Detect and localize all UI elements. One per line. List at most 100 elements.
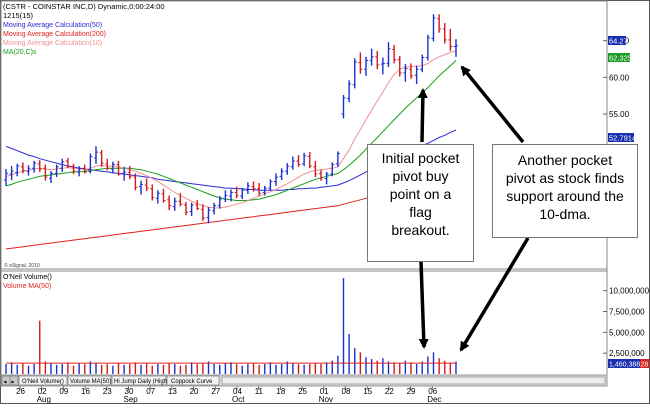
price-bar [4,169,8,186]
price-bar [335,151,340,167]
volume-tick-label: 5,000,000 [609,328,645,337]
tab-scroll-left[interactable]: ◂ [1,375,11,386]
price-bar [127,166,132,180]
month-label: Dec [427,395,441,404]
price-bar [290,156,295,170]
svg-text:Hi Jump Daily (High): Hi Jump Daily (High) [114,379,169,385]
callout-right-line-2: pivot as stock finds [505,170,625,186]
price-tick-label: 60.00 [609,73,630,82]
ma10-line [5,50,457,209]
price-bar [454,39,458,57]
price-bar [77,166,82,177]
date-tick-label: 30 [125,387,134,396]
price-bar [347,80,352,103]
date-axis: 26 02 09 16 23 30 07 13 20 27 04 11 18 25 01 08 15 22 29 06… [16,386,442,404]
price-bar [49,171,53,183]
arrow-to-breakout-volume [418,261,429,349]
callout-another-pocket-pivot: Another pocket pivot as stock finds supp… [492,144,638,238]
price-bar [240,188,245,200]
price-bar [403,64,408,82]
price-bar [88,153,93,174]
price-bar [431,14,436,42]
price-bars [4,14,458,224]
price-bar [155,190,160,204]
volume-tick-label: 7,500,000 [609,308,645,317]
price-bar [392,45,397,64]
price-bar [110,161,115,174]
date-tick-label: 29 [407,387,416,396]
price-bar [94,146,98,164]
date-tick-label: 08 [342,387,351,396]
price-bar [184,202,188,216]
price-bar [285,163,290,175]
horizontal-scrollbar[interactable] [221,376,606,385]
copyright: © eSignal, 2010 [4,262,40,269]
callout-left-line-5: breakout. [391,222,450,238]
price-bar [32,160,37,173]
date-tick-label: 27 [211,387,220,396]
tab-hi-jump-daily[interactable]: Hi Jump Daily (High) [111,375,169,386]
date-tick-label: 07 [146,387,155,396]
tab-scroll-right[interactable]: ▸ [9,375,19,386]
tab-oneil-volume[interactable]: O'Neil Volume() [18,375,68,386]
price-bar [133,173,138,191]
ma50-label: 52.7914 [609,134,636,143]
date-tick-label: 18 [276,387,285,396]
price-bar [386,42,391,68]
price-bar [26,165,31,176]
price-bar [425,34,430,61]
price-bar [60,158,65,172]
price-bar [212,202,217,215]
price-bar [358,52,363,74]
price-bar [116,160,121,176]
price-bar [397,56,402,77]
svg-text:O'Neil Volume(): O'Neil Volume() [22,379,64,385]
price-bar [167,195,172,211]
date-tick-label: 16 [81,387,90,396]
date-tick-label: 26 [16,387,25,396]
price-bar [414,65,419,84]
price-bar [189,202,194,216]
volume-tick-label: 10,000,000 [609,287,650,296]
price-bar [352,58,357,89]
tab-coppock-curve[interactable]: Coppock Curve [166,375,220,386]
price-bar [217,196,222,209]
date-tick-label: 02 [38,387,47,396]
svg-text:Volume MA(50): Volume MA(50) [70,379,111,385]
callout-left-line-4: flag [409,204,432,220]
ma50-badge [608,133,634,142]
legend-ma200: Moving Average Calculation(200) [3,31,106,38]
price-bar [369,48,374,66]
month-label: Oct [232,395,245,404]
arrow-left-icon: ◂ [4,380,7,386]
price-bar [65,158,70,169]
price-bar [144,178,149,191]
date-tick-label: 25 [298,387,307,396]
last-price-badge [608,36,626,45]
price-bar [223,190,228,202]
price-bar [99,149,104,167]
volume-panel [0,270,608,376]
price-bar [206,207,211,224]
month-label: Sep [124,395,139,404]
price-bar [150,184,155,201]
month-label: Nov [319,395,333,404]
price-bar [9,166,14,180]
ma20-label: 62.325 [609,54,632,63]
arrow-to-10dma-support [460,65,525,144]
price-bar [307,152,312,169]
price-bar [257,182,262,197]
callout-right-line-1: Another pocket [517,152,613,168]
date-tick-label: 13 [168,387,177,396]
volume-last-badge [608,359,640,368]
price-bar [82,164,87,174]
tab-volume-ma[interactable]: Volume MA(50) [67,375,112,386]
price-bar [161,188,166,203]
arrow-right-icon: ▸ [12,380,15,386]
last-price-label: 64.27 [609,37,628,46]
date-tick-label: 20 [190,387,199,396]
svg-text:Coppock Curve: Coppock Curve [171,379,213,385]
price-bar [172,197,177,211]
price-bar [200,204,205,222]
